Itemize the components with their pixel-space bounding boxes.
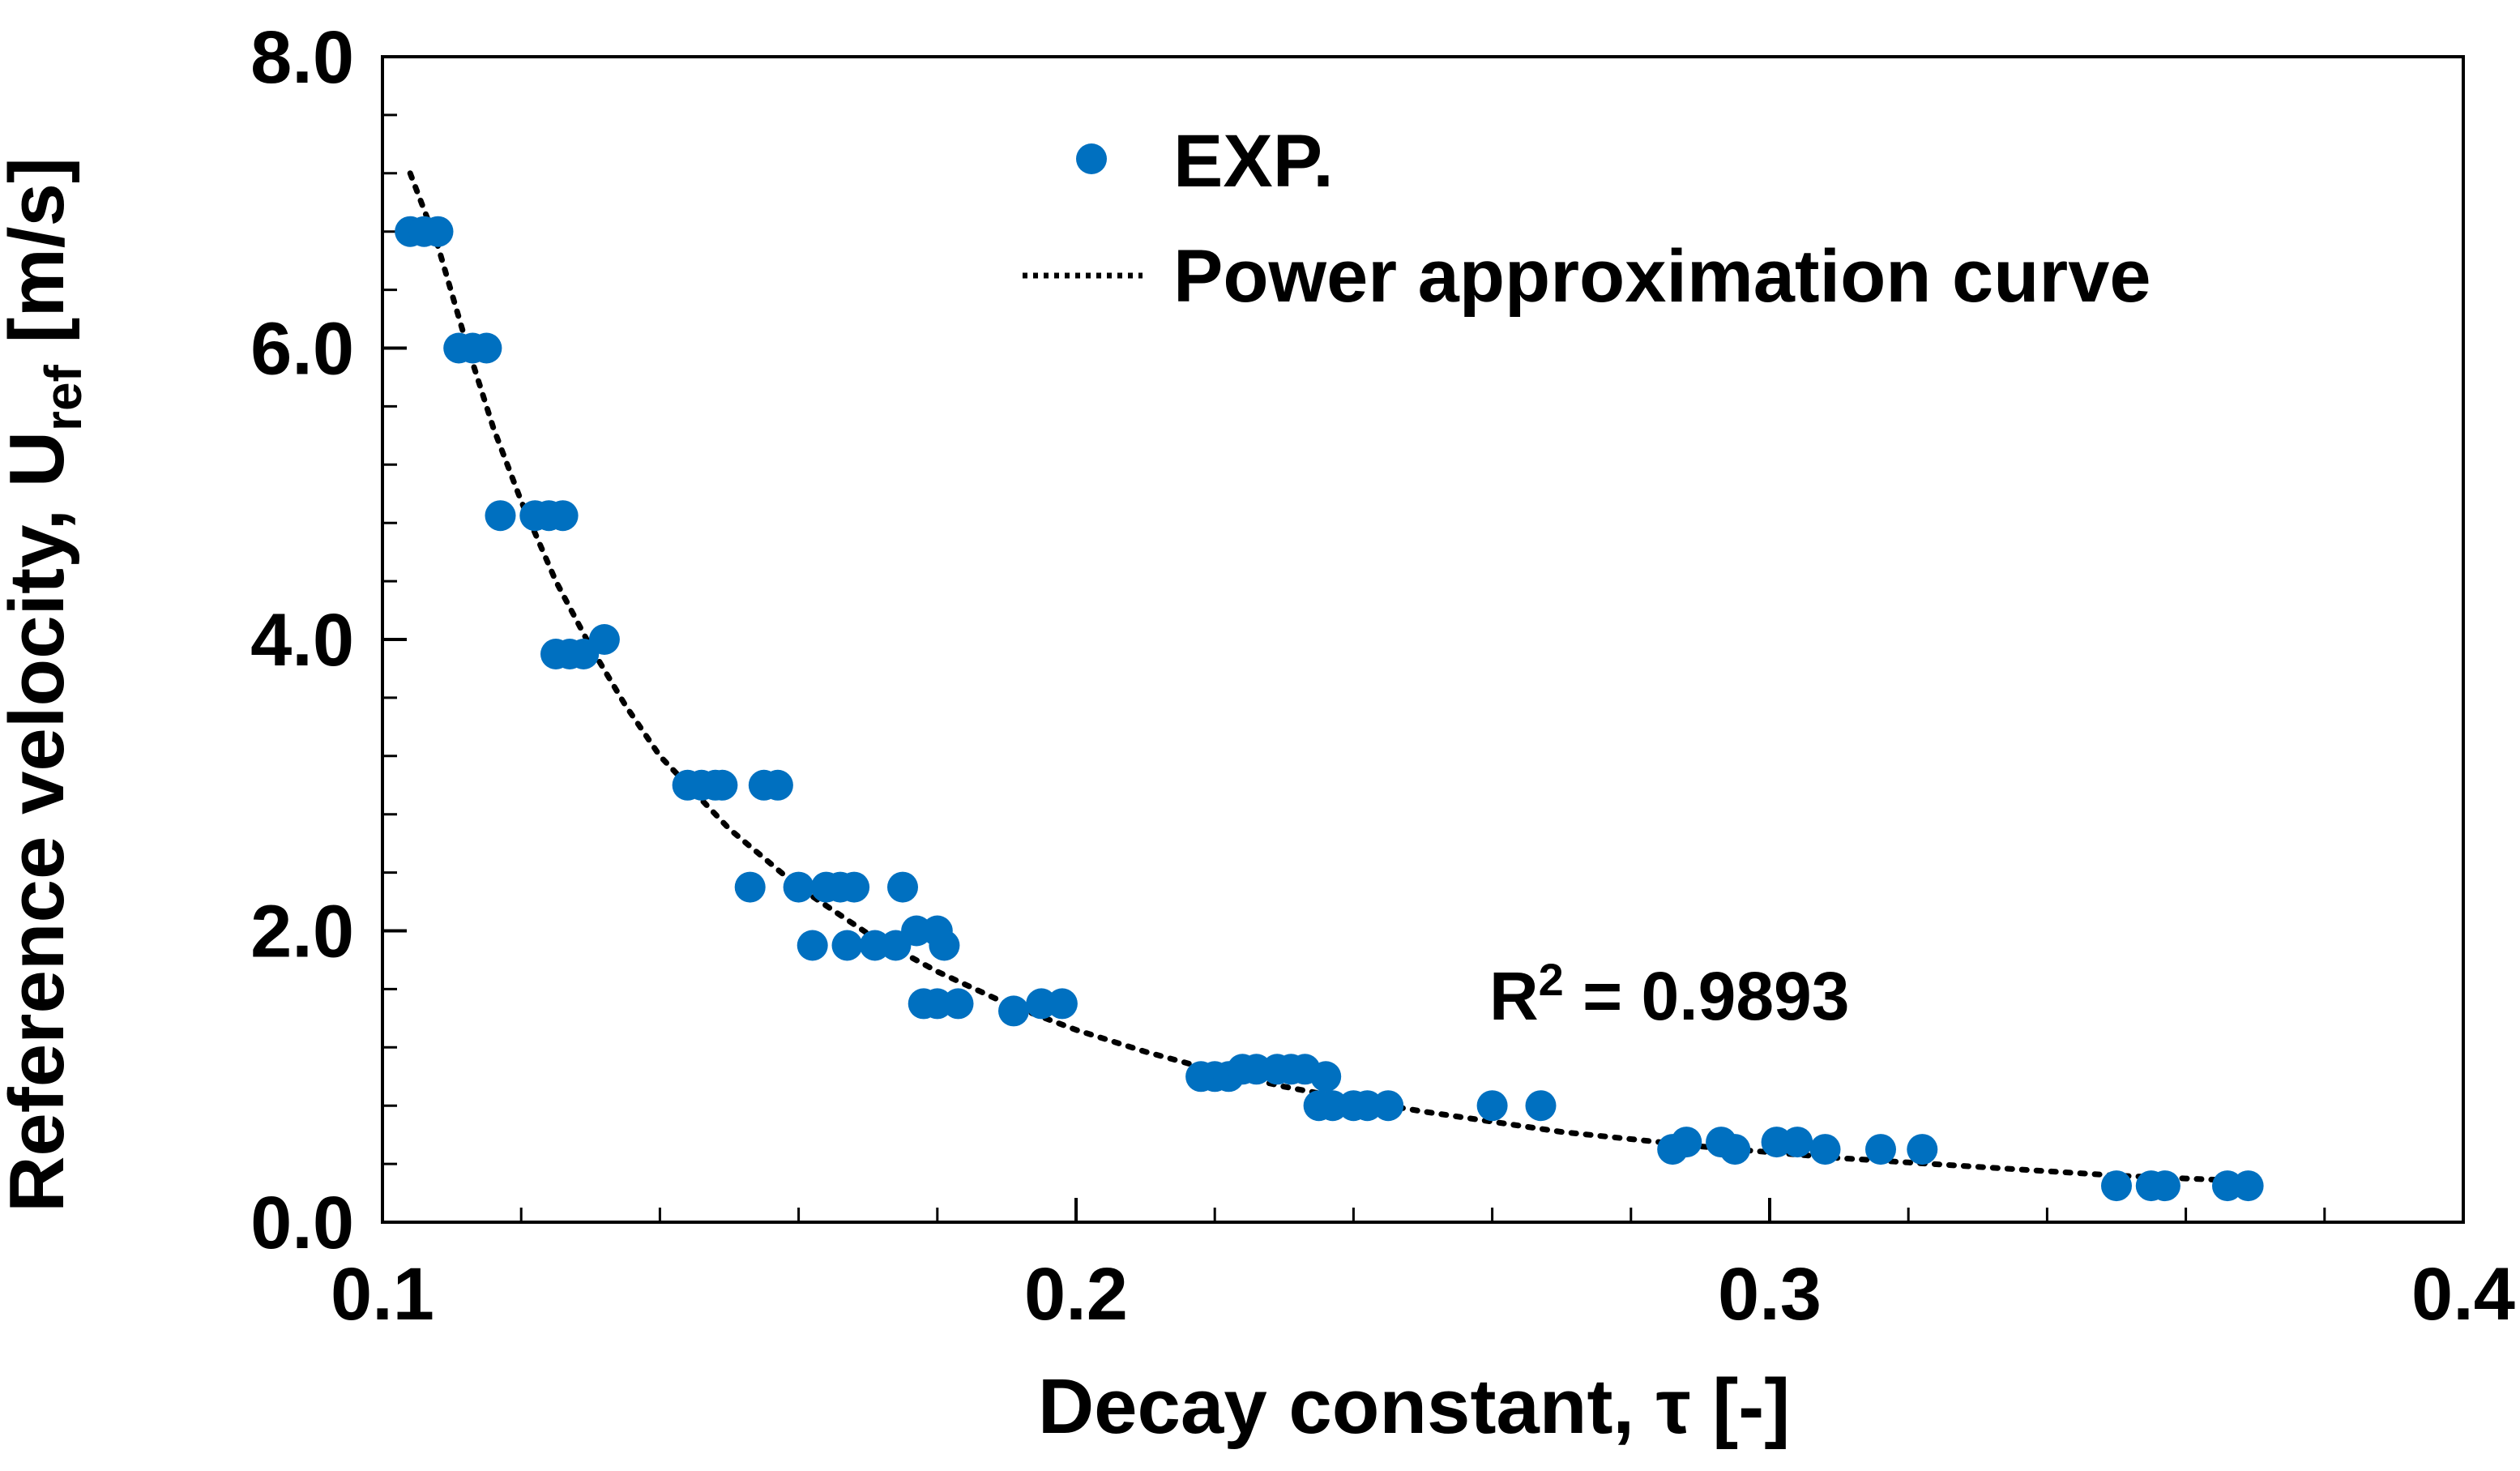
data-point (831, 930, 863, 961)
y-tick-label: 0.0 (250, 1182, 354, 1264)
y-tick-label: 8.0 (250, 16, 354, 99)
data-point (707, 769, 738, 801)
y-axis-label-unit: [m/s] (0, 157, 80, 365)
data-point (1865, 1134, 1896, 1165)
data-point (1907, 1134, 1938, 1165)
r2-prefix: R (1489, 958, 1539, 1034)
data-point (783, 871, 814, 903)
y-tick-label: 4.0 (250, 599, 354, 682)
fit-curve (407, 170, 2258, 1185)
y-axis-label-main: Reference velocity, U (0, 431, 80, 1212)
data-point (2101, 1170, 2132, 1202)
x-tick-label: 0.3 (1718, 1253, 1822, 1336)
y-tick-label: 2.0 (250, 891, 354, 973)
data-point (998, 995, 1029, 1027)
x-tick-label: 0.4 (2411, 1253, 2515, 1336)
data-point (471, 332, 502, 364)
r2-value: = 0.9893 (1564, 958, 1850, 1034)
data-point (1476, 1090, 1508, 1122)
data-point (1719, 1134, 1751, 1165)
data-point (1373, 1090, 1404, 1122)
data-point (929, 930, 960, 961)
data-point (1809, 1134, 1841, 1165)
data-point (485, 500, 516, 532)
plot-frame (381, 55, 2465, 1224)
x-axis-label: Decay constant, τ [-] (1038, 1363, 1790, 1450)
data-point (1046, 988, 1078, 1020)
data-points (395, 216, 2264, 1202)
r2-superscript: 2 (1539, 954, 1564, 1005)
data-point (1782, 1127, 1813, 1158)
data-point (1310, 1061, 1342, 1093)
y-tick-label: 6.0 (250, 308, 354, 391)
x-tick-label: 0.2 (1024, 1253, 1128, 1336)
power-approximation-curve (407, 170, 2258, 1185)
legend-label-curve: Power approximation curve (1173, 235, 2151, 318)
data-point (942, 988, 974, 1020)
data-point (588, 624, 620, 655)
data-point (839, 871, 870, 903)
data-point (734, 871, 766, 903)
data-point (422, 216, 454, 247)
data-point (887, 871, 918, 903)
tick-labels: 0.1 0.2 0.3 0.4 0.0 2.0 4.0 6.0 8.0 (250, 16, 2515, 1336)
x-tick-label: 0.1 (331, 1253, 434, 1336)
data-point (1525, 1090, 1557, 1122)
data-point (547, 500, 579, 532)
data-point (1671, 1127, 1702, 1158)
data-point (797, 930, 828, 961)
legend-label-exp: EXP. (1173, 120, 1334, 203)
r2-annotation: R2 = 0.9893 (1489, 954, 1849, 1034)
data-point (2149, 1170, 2180, 1202)
data-point (762, 769, 793, 801)
legend: EXP. Power approximation curve (1023, 120, 2151, 318)
y-axis-label-subscript: ref (34, 364, 92, 431)
major-ticks (381, 55, 2465, 1224)
legend-marker-exp (1076, 143, 1107, 174)
data-point (2232, 1170, 2264, 1202)
y-axis-label: Reference velocity, Uref [m/s] (0, 157, 92, 1212)
